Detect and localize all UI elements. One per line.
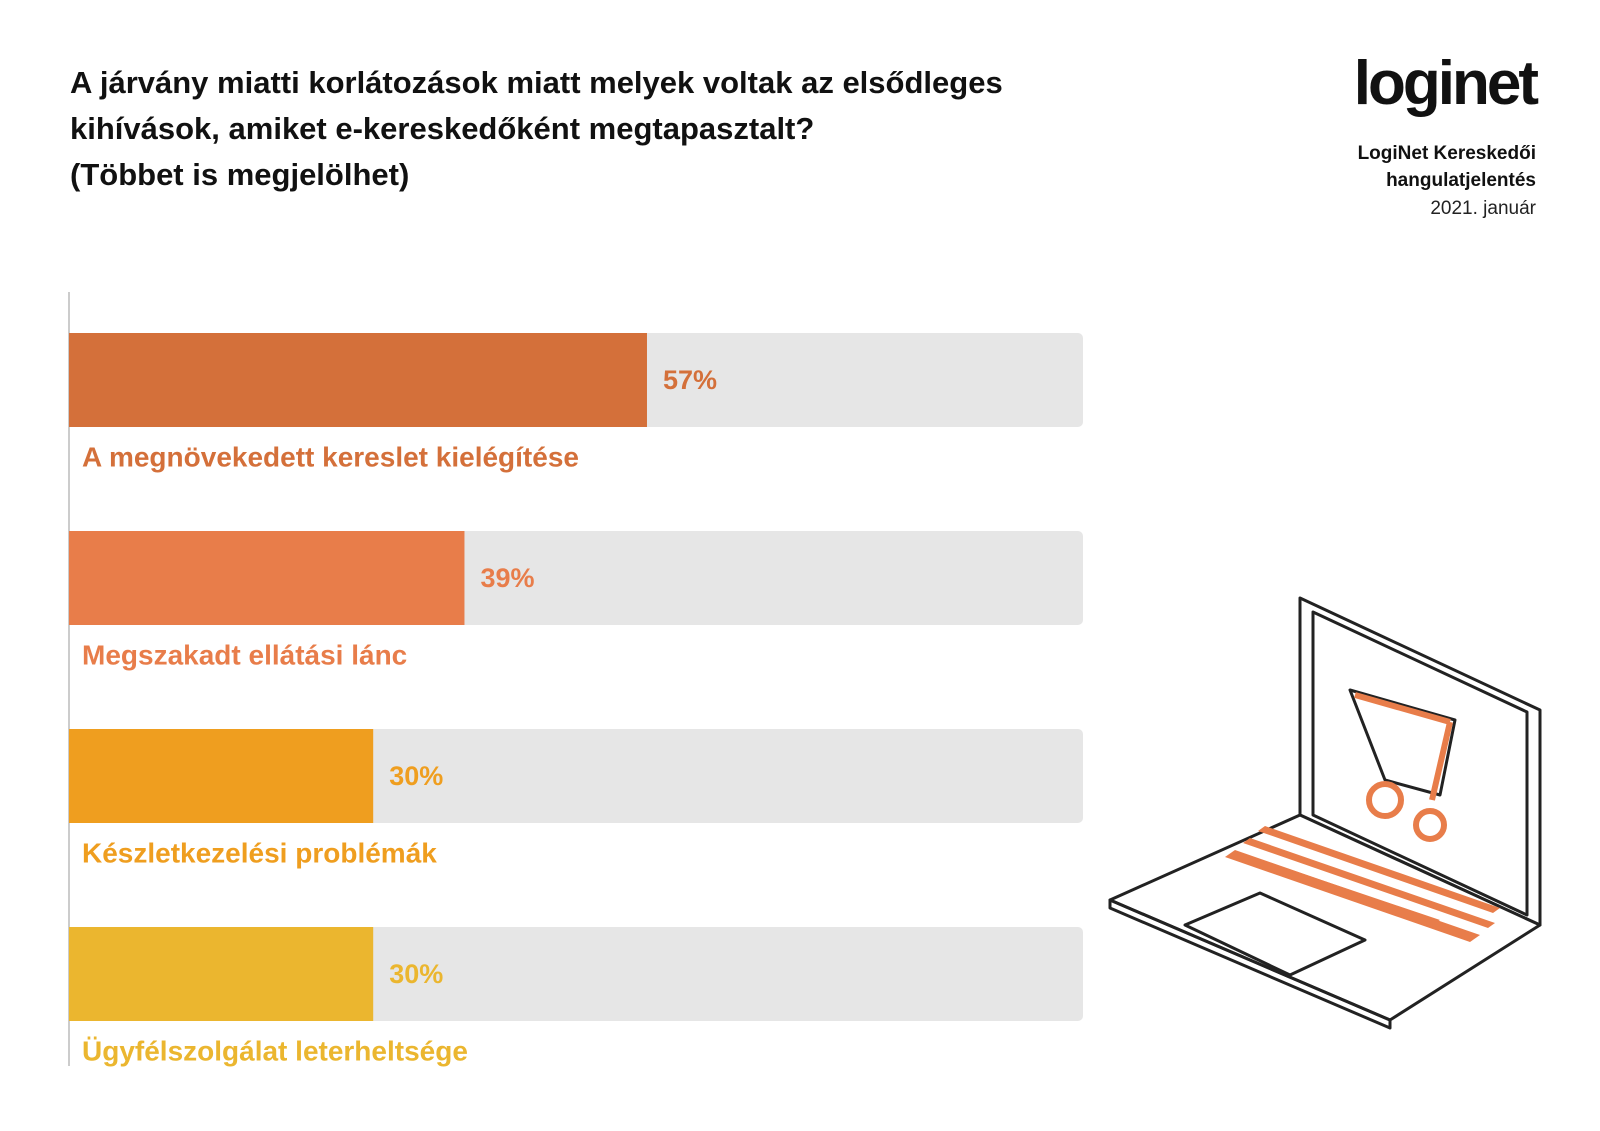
brand-logo: loginet — [1353, 49, 1539, 118]
value-label: 57% — [663, 365, 717, 395]
chart-title: A járvány miatti korlátozások miatt mely… — [70, 65, 1003, 146]
laptop-illustration — [1108, 596, 1542, 1030]
title-block: A járvány miatti korlátozások miatt mely… — [70, 60, 1080, 198]
bar — [69, 927, 374, 1021]
value-label: 30% — [389, 761, 443, 791]
value-label: 30% — [389, 959, 443, 989]
bar — [69, 333, 647, 427]
category-label: Megszakadt ellátási lánc — [82, 639, 407, 670]
category-label: A megnövekedett kereslet kielégítése — [82, 441, 579, 472]
chart-subtitle: (Többet is megjelölhet) — [70, 157, 410, 192]
report-date: 2021. január — [1430, 198, 1536, 219]
category-label: Készletkezelési problémák — [82, 837, 437, 868]
value-label: 39% — [480, 563, 534, 593]
category-label: Ügyfélszolgálat leterheltsége — [82, 1035, 468, 1066]
report-name: LogiNet Kereskedői hangulatjelentés — [1357, 143, 1536, 191]
bar — [69, 531, 465, 625]
bar — [69, 729, 374, 823]
